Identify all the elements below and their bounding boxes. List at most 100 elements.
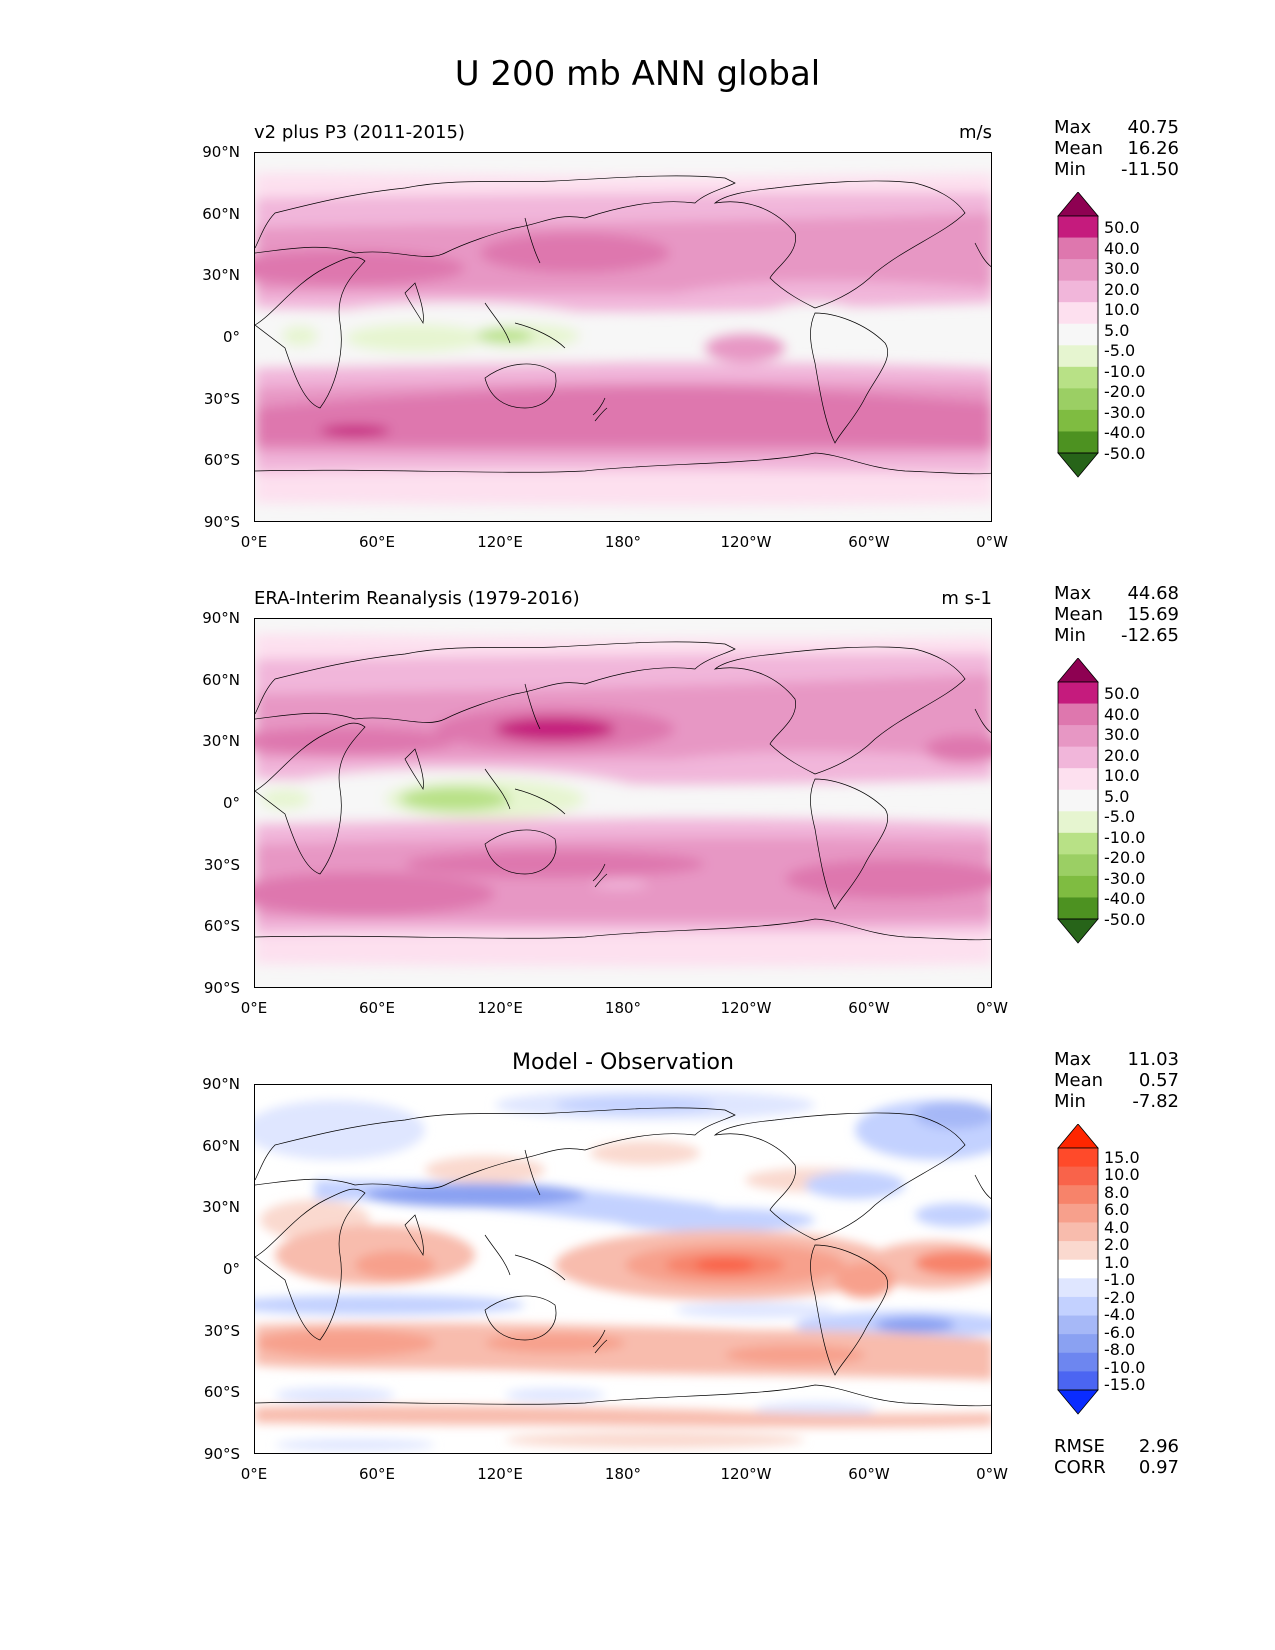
colorbar-level: 10.0 xyxy=(1104,300,1140,319)
colorbar-segment xyxy=(1058,682,1098,705)
colorbar-segment xyxy=(1058,875,1098,898)
colorbar-extend-max xyxy=(1057,192,1099,217)
lat-label: 60°S xyxy=(203,451,240,469)
colorbar-segment xyxy=(1058,789,1098,812)
panel3-extra-stats: RMSE 2.96 CORR 0.97 xyxy=(1054,1436,1179,1478)
colorbar-level: -50.0 xyxy=(1104,444,1146,463)
colorbar-level: -40.0 xyxy=(1104,423,1146,442)
coastline-australia xyxy=(484,1295,557,1341)
colorbar-level: 10.0 xyxy=(1104,766,1140,785)
coastline-antarctica xyxy=(255,1384,991,1407)
lat-label: 90°N xyxy=(202,143,240,161)
colorbar-level: -6.0 xyxy=(1104,1323,1136,1342)
coastline-new-zealand xyxy=(592,397,608,422)
stat-label: Max xyxy=(1054,1049,1092,1070)
panel1-units: m/s xyxy=(959,122,992,143)
lat-label: 30°N xyxy=(202,732,240,750)
colorbar-level: 10.0 xyxy=(1104,1165,1140,1184)
panel3-map xyxy=(254,1084,992,1454)
lat-label: 0° xyxy=(222,328,240,346)
colorbar-segment xyxy=(1058,237,1098,260)
stat-value: 0.57 xyxy=(1138,1070,1179,1091)
lon-label: 180° xyxy=(604,1465,642,1483)
panel2-left-title: ERA-Interim Reanalysis (1979-2016) xyxy=(254,588,580,609)
coastline-antarctica xyxy=(255,918,991,941)
lat-label: 30°S xyxy=(203,856,240,874)
coastline-eurasia xyxy=(255,1107,736,1189)
colorbar-level: 5.0 xyxy=(1104,321,1130,340)
colorbar-segment xyxy=(1058,1241,1098,1261)
stat-label: Min xyxy=(1054,1091,1086,1112)
lat-label: 60°N xyxy=(202,671,240,689)
coastline-europe-edge xyxy=(974,708,991,733)
colorbar-level: 2.0 xyxy=(1104,1235,1130,1254)
stat-value: 0.97 xyxy=(1138,1457,1179,1478)
lon-label: 0°E xyxy=(240,1465,268,1483)
colorbar-level: 1.0 xyxy=(1104,1253,1130,1272)
lat-label: 30°S xyxy=(203,390,240,408)
lon-label: 60°W xyxy=(848,999,890,1017)
colorbar-level: -1.0 xyxy=(1104,1270,1136,1289)
lat-label: 0° xyxy=(222,1260,240,1278)
colorbar-level: -10.0 xyxy=(1104,362,1146,381)
panel2-units: m s-1 xyxy=(941,588,992,609)
colorbar-extend-max xyxy=(1057,1124,1099,1149)
lon-label: 60°E xyxy=(358,1465,396,1483)
coastline-antarctica xyxy=(255,452,991,475)
colorbar-level: 40.0 xyxy=(1104,239,1140,258)
colorbar-outline xyxy=(1057,215,1099,454)
stat-label: Mean xyxy=(1054,604,1104,625)
colorbar-level: 6.0 xyxy=(1104,1200,1130,1219)
lat-label: 90°S xyxy=(203,513,240,531)
colorbar-level: -8.0 xyxy=(1104,1340,1136,1359)
colorbar-segment xyxy=(1058,259,1098,282)
colorbar-segment xyxy=(1058,302,1098,325)
lon-label: 60°W xyxy=(848,533,890,551)
colorbar-outline xyxy=(1057,1147,1099,1391)
colorbar-level: -5.0 xyxy=(1104,341,1136,360)
lat-label: 60°N xyxy=(202,1137,240,1155)
lon-label: 120°E xyxy=(477,1465,523,1483)
colorbar-segment xyxy=(1058,1203,1098,1223)
colorbar-level: -5.0 xyxy=(1104,807,1136,826)
panel2-map xyxy=(254,618,992,988)
coastline-eurasia xyxy=(255,175,736,257)
panel1-left-title: v2 plus P3 (2011-2015) xyxy=(254,122,465,143)
coastline-south-america xyxy=(810,778,889,910)
stat-value: 11.03 xyxy=(1127,1049,1179,1070)
coastline-eurasia xyxy=(255,641,736,723)
stat-value: -12.65 xyxy=(1120,625,1179,646)
stat-label: Min xyxy=(1054,625,1086,646)
colorbar-segment xyxy=(1058,725,1098,748)
colorbar-level: -20.0 xyxy=(1104,848,1146,867)
colorbar-segment xyxy=(1058,768,1098,791)
lat-label: 90°N xyxy=(202,609,240,627)
stat-value: 2.96 xyxy=(1138,1436,1179,1457)
coastline-japan xyxy=(524,217,541,264)
coastline-se-asia xyxy=(484,302,566,349)
colorbar-segment xyxy=(1058,897,1098,920)
colorbar-level: -10.0 xyxy=(1104,828,1146,847)
colorbar-segment xyxy=(1058,366,1098,389)
coastline-australia xyxy=(484,829,557,875)
colorbar-level: -15.0 xyxy=(1104,1375,1146,1394)
panel3-stats: Max 11.03 Mean 0.57 Min -7.82 xyxy=(1054,1049,1179,1112)
colorbar-segment xyxy=(1058,323,1098,346)
colorbar-segment xyxy=(1058,1352,1098,1372)
colorbar-segment xyxy=(1058,1166,1098,1186)
lat-label: 60°N xyxy=(202,205,240,223)
colorbar-level: 50.0 xyxy=(1104,218,1140,237)
coastline-australia xyxy=(484,363,557,409)
stat-value: -7.82 xyxy=(1132,1091,1179,1112)
colorbar-level: -30.0 xyxy=(1104,403,1146,422)
colorbar-segment xyxy=(1058,1148,1098,1168)
stat-value: 40.75 xyxy=(1127,117,1179,138)
lon-label: 0°W xyxy=(976,533,1008,551)
colorbar-segment xyxy=(1058,832,1098,855)
colorbar-level: -40.0 xyxy=(1104,889,1146,908)
colorbar-segment xyxy=(1058,1185,1098,1205)
lon-label: 120°E xyxy=(477,999,523,1017)
lat-label: 90°S xyxy=(203,1445,240,1463)
coastline-japan xyxy=(524,1149,541,1196)
lat-label: 90°N xyxy=(202,1075,240,1093)
